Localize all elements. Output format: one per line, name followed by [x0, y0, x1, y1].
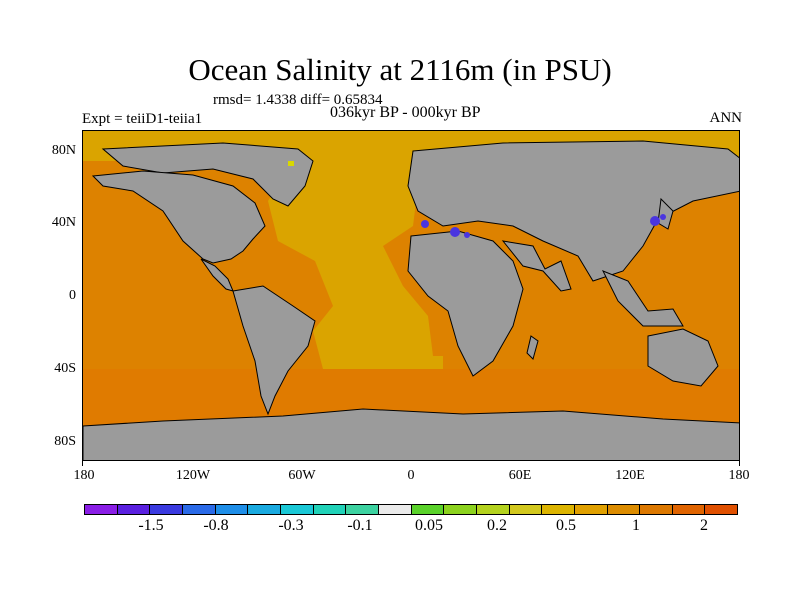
tick-x — [82, 461, 83, 466]
colorbar-segment — [574, 505, 608, 514]
colorbar-segment — [607, 505, 641, 514]
colorbar-label: -1.5 — [138, 517, 164, 534]
japan-sea-patch — [650, 216, 660, 226]
colorbar-label: -0.8 — [203, 517, 229, 534]
colorbar-segment — [182, 505, 216, 514]
colorbar-label: 0.2 — [487, 517, 507, 534]
lat-label-0: 0 — [69, 288, 76, 303]
tick-x — [739, 461, 740, 466]
atlantic-ocean — [268, 161, 443, 369]
colorbar-segment — [280, 505, 314, 514]
madagascar-land — [526, 335, 539, 360]
colorbar-segment — [313, 505, 347, 514]
period-label: 036kyr BP - 000kyr BP — [330, 104, 481, 121]
stats-text: rmsd= 1.4338 diff= 0.65834 — [213, 92, 383, 108]
colorbar-segment — [85, 505, 118, 514]
southeast-asia-land — [601, 270, 684, 327]
colorbar-segment — [640, 505, 673, 514]
lon-label-120w: 120W — [175, 468, 211, 483]
colorbar-segment — [150, 505, 183, 514]
colorbar — [84, 504, 738, 515]
lon-label-180w: 180 — [73, 468, 95, 483]
lat-label-80s: 80S — [54, 434, 76, 449]
antarctica-land — [83, 408, 739, 460]
south-america-land — [232, 285, 316, 416]
colorbar-segment — [346, 505, 379, 514]
experiment-label: Expt = teiiD1-teiia1 — [82, 111, 203, 127]
arctic-small-patch — [288, 161, 294, 166]
colorbar-segment — [444, 505, 477, 514]
mediterranean-patch-west — [421, 220, 429, 228]
colorbar-label: -0.3 — [278, 517, 304, 534]
map-title: Ocean Salinity at 2116m (in PSU) — [188, 52, 612, 87]
colorbar-segment — [248, 505, 281, 514]
lon-label-60e: 60E — [508, 468, 532, 483]
mediterranean-patch-east — [450, 227, 460, 237]
australia-land — [647, 328, 719, 387]
lat-label-80n: 80N — [51, 143, 76, 158]
colorbar-segment — [542, 505, 575, 514]
colorbar-label: 0.5 — [556, 517, 576, 534]
colorbar-label: 0.05 — [415, 517, 443, 534]
world-map-svg — [83, 131, 739, 460]
season-label: ANN — [709, 110, 743, 126]
mediterranean-patch-far-east — [464, 232, 470, 238]
salinity-map — [82, 130, 740, 461]
eurasia-land — [407, 140, 739, 282]
colorbar-label: 1 — [632, 517, 640, 534]
colorbar-segment — [509, 505, 543, 514]
north-america-land — [91, 170, 266, 264]
lon-label-60w: 60W — [288, 468, 316, 483]
lat-label-40s: 40S — [54, 361, 76, 376]
lon-label-0: 0 — [407, 468, 415, 483]
colorbar-segment — [476, 505, 510, 514]
negative-anomaly-patches — [421, 214, 666, 238]
colorbar-label: -0.1 — [347, 517, 373, 534]
colorbar-segment — [672, 505, 706, 514]
japan-land — [657, 197, 674, 230]
colorbar-label: 2 — [700, 517, 708, 534]
colorbar-segment — [705, 505, 738, 514]
land-group — [83, 140, 739, 460]
colorbar-segment — [117, 505, 151, 514]
colorbar-segment — [378, 505, 412, 514]
africa-land — [407, 230, 524, 377]
lat-label-40n: 40N — [51, 215, 76, 230]
colorbar-segment — [411, 505, 445, 514]
lon-label-180e: 180 — [728, 468, 750, 483]
japan-sea-patch-2 — [660, 214, 666, 220]
arabia-india-land — [501, 240, 572, 292]
colorbar-segment — [215, 505, 249, 514]
lon-label-120e: 120E — [615, 468, 645, 483]
